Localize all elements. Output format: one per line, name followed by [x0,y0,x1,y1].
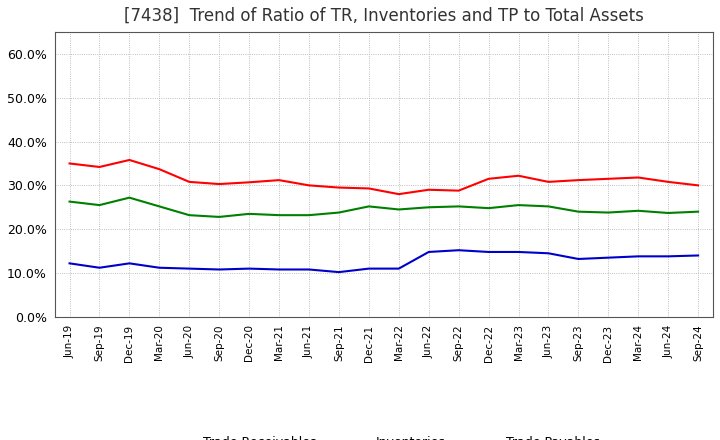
Inventories [185,266,194,271]
Trade Receivables [185,179,194,184]
Trade Payables [185,213,194,218]
Inventories [395,266,403,271]
Inventories [245,266,253,271]
Trade Payables [634,208,642,213]
Trade Receivables [544,179,553,184]
Trade Receivables [66,161,74,166]
Trade Receivables [664,179,672,184]
Inventories [95,265,104,270]
Inventories [485,249,493,255]
Trade Receivables [485,176,493,181]
Inventories [215,267,223,272]
Trade Payables [664,210,672,216]
Trade Receivables [125,158,134,163]
Inventories [364,266,373,271]
Legend: Trade Receivables, Inventories, Trade Payables: Trade Receivables, Inventories, Trade Pa… [163,431,605,440]
Trade Receivables [454,188,463,193]
Trade Payables [604,210,613,215]
Trade Receivables [604,176,613,181]
Trade Payables [66,199,74,204]
Trade Payables [395,207,403,212]
Trade Receivables [245,180,253,185]
Trade Payables [485,205,493,211]
Trade Payables [275,213,284,218]
Trade Payables [364,204,373,209]
Inventories [664,254,672,259]
Trade Payables [95,202,104,208]
Trade Payables [424,205,433,210]
Inventories [604,255,613,260]
Trade Receivables [634,175,642,180]
Trade Receivables [95,165,104,170]
Inventories [454,248,463,253]
Trade Receivables [424,187,433,192]
Trade Payables [155,204,163,209]
Inventories [514,249,523,255]
Trade Payables [305,213,313,218]
Trade Payables [454,204,463,209]
Trade Payables [125,195,134,200]
Trade Payables [245,211,253,216]
Trade Payables [215,214,223,220]
Trade Payables [574,209,582,214]
Inventories [694,253,703,258]
Inventories [155,265,163,270]
Inventories [305,267,313,272]
Trade Receivables [305,183,313,188]
Trade Receivables [275,177,284,183]
Trade Receivables [395,191,403,197]
Line: Trade Receivables: Trade Receivables [70,160,698,194]
Title: [7438]  Trend of Ratio of TR, Inventories and TP to Total Assets: [7438] Trend of Ratio of TR, Inventories… [124,7,644,25]
Trade Receivables [215,181,223,187]
Inventories [424,249,433,255]
Trade Payables [544,204,553,209]
Trade Payables [335,210,343,215]
Inventories [66,261,74,266]
Trade Payables [514,202,523,208]
Trade Receivables [335,185,343,190]
Line: Trade Payables: Trade Payables [70,198,698,217]
Inventories [275,267,284,272]
Trade Receivables [155,166,163,172]
Trade Payables [694,209,703,214]
Trade Receivables [694,183,703,188]
Inventories [335,269,343,275]
Inventories [125,261,134,266]
Trade Receivables [364,186,373,191]
Inventories [574,257,582,262]
Inventories [634,254,642,259]
Trade Receivables [574,177,582,183]
Inventories [544,251,553,256]
Line: Inventories: Inventories [70,250,698,272]
Trade Receivables [514,173,523,178]
